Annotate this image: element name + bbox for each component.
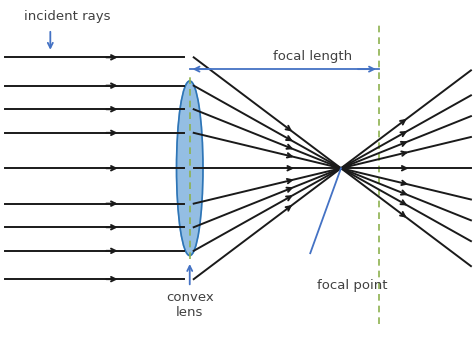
Text: incident rays: incident rays [24,10,111,23]
Text: focal length: focal length [273,50,352,64]
Text: convex
lens: convex lens [166,291,214,319]
Text: focal point: focal point [318,279,388,292]
Ellipse shape [176,81,203,256]
